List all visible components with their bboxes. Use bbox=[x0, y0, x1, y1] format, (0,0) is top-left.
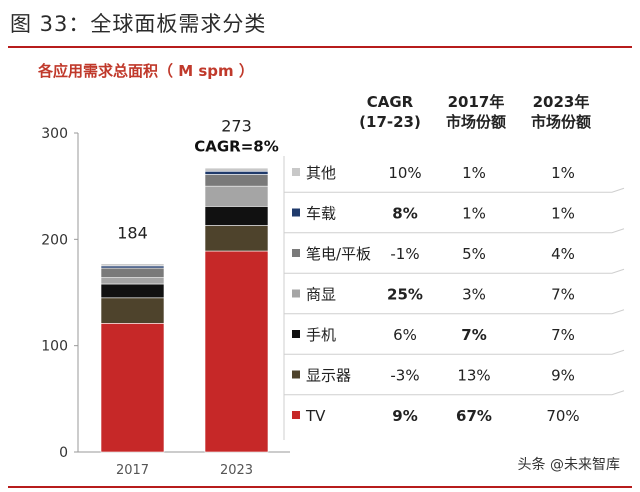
header-share-2023-line1: 2023年 bbox=[532, 93, 590, 111]
cagr-value: 8% bbox=[392, 205, 417, 223]
share-2017-value: 1% bbox=[462, 164, 486, 182]
bar-segment-5 bbox=[204, 174, 269, 187]
share-2017-value: 3% bbox=[462, 286, 486, 304]
legend-swatch bbox=[292, 330, 300, 338]
chart-subtitle: 各应用需求总面积（ M spm ） bbox=[38, 62, 254, 80]
cagr-value: -1% bbox=[390, 245, 419, 263]
header-cagr-line2: (17-23) bbox=[359, 113, 421, 131]
bar-segment-1 bbox=[100, 323, 165, 453]
share-2023-value: 7% bbox=[551, 326, 575, 344]
bar-segment-7 bbox=[204, 167, 269, 172]
legend-swatch bbox=[292, 249, 300, 257]
share-2023-value: 70% bbox=[546, 407, 579, 425]
share-2023-value: 7% bbox=[551, 286, 575, 304]
total-label: 273 bbox=[221, 117, 252, 136]
header-share-2017: 2017年 市场份额 bbox=[436, 92, 516, 132]
y-tick-label: 300 bbox=[41, 126, 68, 142]
header-share-2017-line1: 2017年 bbox=[447, 93, 505, 111]
bar-segment-3 bbox=[204, 206, 269, 226]
y-tick-label: 0 bbox=[59, 445, 68, 461]
legend-label: 手机 bbox=[306, 326, 336, 344]
share-2017-value: 13% bbox=[457, 367, 490, 385]
bar-segment-5 bbox=[100, 267, 165, 278]
row-separator bbox=[284, 228, 625, 234]
cagr-value: 10% bbox=[388, 164, 421, 182]
legend-swatch bbox=[292, 289, 300, 298]
legend-label: 商显 bbox=[306, 286, 336, 304]
share-2023-value: 1% bbox=[551, 164, 575, 182]
bar-segment-4 bbox=[204, 185, 269, 207]
legend-label: 其他 bbox=[306, 164, 336, 182]
cagr-value: 6% bbox=[393, 326, 417, 344]
cagr-value: -3% bbox=[390, 367, 419, 385]
legend-label: TV bbox=[305, 407, 326, 425]
y-tick-label: 100 bbox=[41, 339, 68, 355]
share-2023-value: 4% bbox=[551, 245, 575, 263]
legend-label: 车载 bbox=[306, 205, 336, 223]
row-separator bbox=[284, 349, 625, 355]
share-2017-value: 1% bbox=[462, 205, 486, 223]
watermark: 头条 @未来智库 bbox=[511, 452, 626, 476]
header-share-2023: 2023年 市场份额 bbox=[521, 92, 601, 132]
row-separator bbox=[284, 309, 625, 315]
header-cagr: CAGR (17-23) bbox=[350, 92, 430, 132]
watermark-text: 头条 @未来智库 bbox=[517, 457, 620, 473]
legend-swatch bbox=[292, 208, 300, 217]
y-tick-label: 200 bbox=[41, 232, 68, 248]
legend-swatch bbox=[292, 411, 300, 419]
share-2023-value: 1% bbox=[551, 205, 575, 223]
header-share-2023-line2: 市场份额 bbox=[530, 113, 591, 131]
legend-swatch bbox=[292, 168, 300, 176]
bar-segment-2 bbox=[100, 297, 165, 324]
cagr-value: 9% bbox=[392, 407, 417, 425]
bar-segment-6 bbox=[204, 170, 269, 175]
x-tick-label: 2023 bbox=[220, 463, 253, 478]
bar-segment-6 bbox=[100, 265, 165, 269]
total-label: 184 bbox=[117, 223, 148, 242]
legend-label: 笔电/平板 bbox=[306, 245, 371, 263]
bar-segment-7 bbox=[100, 263, 165, 267]
title-divider bbox=[8, 46, 632, 48]
bar-segment-2 bbox=[204, 225, 269, 252]
x-tick-label: 2017 bbox=[116, 463, 149, 478]
share-2023-value: 9% bbox=[551, 367, 575, 385]
share-2017-value: 5% bbox=[462, 245, 486, 263]
growth-label: CAGR=8% bbox=[194, 138, 279, 156]
share-2017-value: 7% bbox=[461, 326, 486, 344]
row-separator bbox=[284, 187, 625, 193]
bar-segment-1 bbox=[204, 250, 269, 453]
bar-segment-4 bbox=[100, 277, 165, 285]
legend-label: 显示器 bbox=[306, 367, 351, 385]
header-share-2017-line2: 市场份额 bbox=[445, 113, 506, 131]
bottom-divider bbox=[8, 486, 632, 488]
cagr-value: 25% bbox=[387, 286, 423, 304]
figure-title: 图 33：全球面板需求分类 bbox=[10, 12, 267, 36]
legend-swatch bbox=[292, 370, 300, 379]
row-separator bbox=[284, 268, 625, 274]
header-cagr-line1: CAGR bbox=[366, 93, 414, 111]
bar-segment-3 bbox=[100, 283, 165, 299]
row-separator bbox=[284, 390, 625, 396]
share-2017-value: 67% bbox=[456, 407, 492, 425]
